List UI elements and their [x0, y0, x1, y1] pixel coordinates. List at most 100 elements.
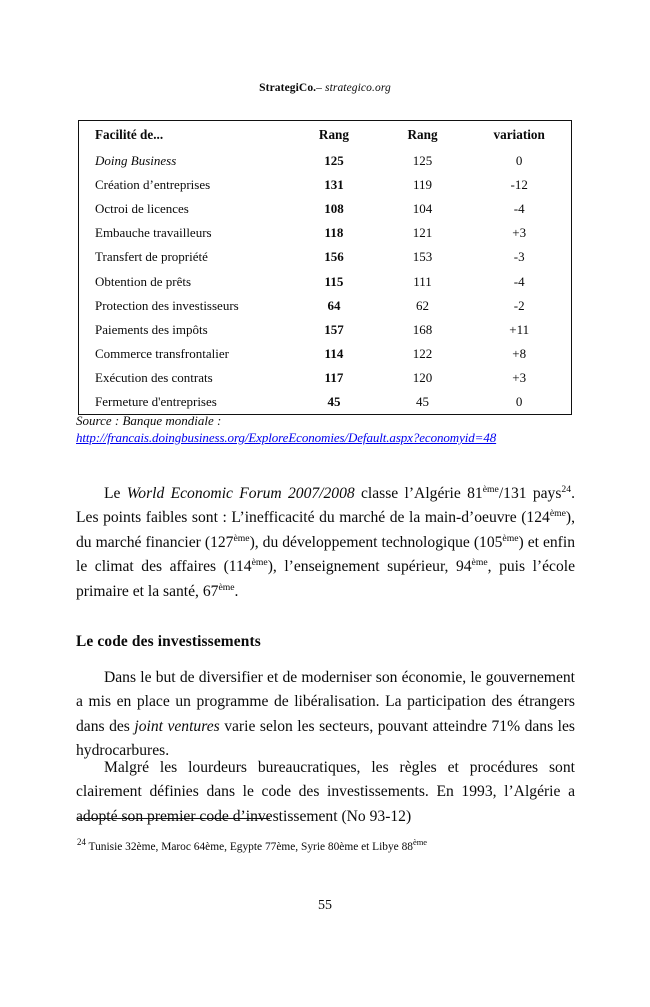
footnote-reference-24: 24: [561, 483, 572, 495]
div-part-2: varie selon les secteurs, pouvant attein…: [76, 717, 575, 760]
wef-sup-127: ème: [233, 532, 250, 544]
table-cell-label: Obtention de prêts: [95, 273, 192, 289]
running-header: StrategiCo.– strategico.org: [0, 82, 650, 94]
table-header-row: Facilité de... Rang Rang variation: [79, 121, 571, 148]
table-cell-variation: -12: [510, 176, 528, 192]
source-label: Source : Banque mondiale :: [76, 413, 222, 428]
wef-after-title: classe l’Algérie 81: [354, 484, 483, 502]
table-cell-variation: 0: [515, 152, 523, 168]
table-cell-rang-2: 122: [412, 346, 433, 362]
table-source: Source : Banque mondiale : http://franca…: [76, 412, 576, 446]
table-cell-rang-2: 153: [412, 249, 433, 265]
table-cell-rang-2: 111: [413, 273, 432, 289]
source-url-link[interactable]: http://francais.doingbusiness.org/Explor…: [76, 430, 497, 445]
paragraph-diversification: Dans le but de diversifier et de moderni…: [76, 666, 575, 764]
table-cell-rang-2: 62: [416, 297, 430, 313]
running-header-site: – strategico.org: [316, 82, 391, 94]
wef-mid-2: ), du marché financier (127: [76, 509, 575, 551]
table-row: Octroi de licences 108 104 -4: [79, 196, 571, 220]
table-cell-rang-1: 108: [324, 200, 344, 216]
table-cell-rang-1: 157: [324, 321, 344, 337]
wef-mid-4: ) et enfin le climat des affaires (114: [76, 533, 575, 576]
table-cell-label: Fermeture d'entreprises: [95, 394, 217, 410]
table-cell-rang-2: 121: [412, 225, 433, 241]
div-part-1: Dans le but de diversifier et de moderni…: [76, 668, 575, 735]
table-cell-variation: -3: [513, 249, 525, 265]
wef-mid-3: ), du développement technologique (105: [249, 533, 503, 551]
table-row: Protection des investisseurs 64 62 -2: [79, 293, 571, 317]
table-row: Embauche travailleurs 118 121 +3: [79, 221, 571, 245]
wef-sup-94: ème: [471, 557, 488, 569]
footnote-trailing-sup: ème: [412, 837, 428, 848]
table-row: Fermeture d'entreprises 45 45 0: [79, 390, 571, 414]
table-cell-label: Embauche travailleurs: [95, 225, 212, 241]
wef-after-81: /131 pays: [498, 484, 562, 502]
footnote-separator-rule: [78, 818, 270, 819]
table-cell-rang-2: 120: [412, 370, 433, 386]
column-header-rang-1: Rang: [318, 126, 349, 142]
table-cell-rang-1: 114: [324, 346, 344, 362]
table-cell-label: Transfert de propriété: [95, 249, 208, 265]
table-cell-rang-1: 115: [324, 273, 344, 289]
column-header-variation: variation: [493, 126, 545, 142]
wef-mid-5: ), l’enseignement supérieur, 94: [267, 558, 472, 576]
table-row: Paiements des impôts 157 168 +11: [79, 317, 571, 341]
table-cell-rang-2: 45: [416, 394, 430, 410]
table-cell-rang-1: 131: [324, 176, 344, 192]
table-cell-rang-1: 45: [327, 394, 341, 410]
table-body: Doing Business 125 125 0 Création d’entrepri…: [79, 148, 571, 414]
table-cell-rang-2: 104: [412, 200, 433, 216]
table-cell-rang-1: 118: [324, 225, 344, 241]
table-row: Transfert de propriété 156 153 -3: [79, 245, 571, 269]
wef-lead: Le: [104, 484, 127, 502]
paragraph-bureaucracy: Malgré les lourdeurs bureaucratiques, le…: [76, 758, 575, 825]
section-heading-investment-code: Le code des investissements: [76, 632, 261, 650]
table-cell-variation: +8: [512, 346, 527, 362]
table-cell-variation: +11: [509, 321, 530, 337]
wef-sup-67: ème: [218, 581, 235, 593]
table-row: Exécution des contrats 117 120 +3: [79, 366, 571, 390]
wef-sup-81: ème: [482, 483, 499, 495]
table-row: Création d’entreprises 131 119 -12: [79, 172, 571, 196]
table-cell-label: Protection des investisseurs: [95, 297, 239, 313]
div-italic-joint-ventures: joint ventures: [134, 717, 220, 735]
running-header-brand: StrategiCo.: [259, 82, 317, 94]
wef-report-title: World Economic Forum 2007/2008: [126, 484, 355, 502]
table-cell-rang-2: 168: [412, 321, 433, 337]
table-cell-rang-1: 117: [324, 370, 344, 386]
footnote-number: 24: [77, 837, 86, 848]
table-cell-rang-2: 125: [412, 152, 433, 168]
paragraph-world-economic-forum: Le World Economic Forum 2007/2008 classe…: [76, 482, 575, 605]
table-cell-variation: +3: [512, 370, 527, 386]
table-cell-label: Doing Business: [95, 152, 177, 168]
table-cell-label: Paiements des impôts: [95, 321, 208, 337]
wef-sup-124: ème: [549, 508, 566, 519]
table-cell-variation: +3: [512, 225, 527, 241]
table-row: Commerce transfrontalier 114 122 +8: [79, 342, 571, 366]
footnote-text: Tunisie 32ème, Maroc 64ème, Egypte 77ème…: [88, 841, 413, 853]
table-cell-variation: 0: [515, 394, 523, 410]
doing-business-table: Facilité de... Rang Rang variation Doing…: [78, 120, 572, 416]
column-header-rang-2: Rang: [407, 126, 438, 142]
wef-tail: .: [234, 582, 239, 600]
table-cell-rang-1: 125: [324, 152, 344, 168]
table-cell-rang-1: 64: [327, 297, 341, 313]
table-cell-label: Octroi de licences: [95, 200, 189, 216]
footnote-24: 24 Tunisie 32ème, Maroc 64ème, Egypte 77…: [77, 837, 577, 855]
table-cell-variation: -4: [513, 200, 525, 216]
column-header-facility: Facilité de...: [95, 126, 164, 142]
wef-sup-105: ème: [502, 532, 519, 544]
table-row: Doing Business 125 125 0: [79, 148, 571, 172]
page-number: 55: [318, 898, 332, 913]
table-cell-label: Commerce transfrontalier: [95, 346, 229, 362]
wef-sup-114: ème: [251, 557, 268, 569]
table-row: Obtention de prêts 115 111 -4: [79, 269, 571, 293]
table-cell-label: Création d’entreprises: [95, 176, 211, 192]
table-cell-variation: -2: [513, 297, 525, 313]
table-cell-label: Exécution des contrats: [95, 370, 213, 386]
table-cell-rang-2: 119: [413, 176, 433, 192]
wef-mid-6: , puis l’école primaire et la santé, 67: [76, 558, 576, 600]
table-cell-variation: -4: [513, 273, 525, 289]
wef-mid-1: . Les points faibles sont : L’inefficaci…: [76, 484, 575, 527]
